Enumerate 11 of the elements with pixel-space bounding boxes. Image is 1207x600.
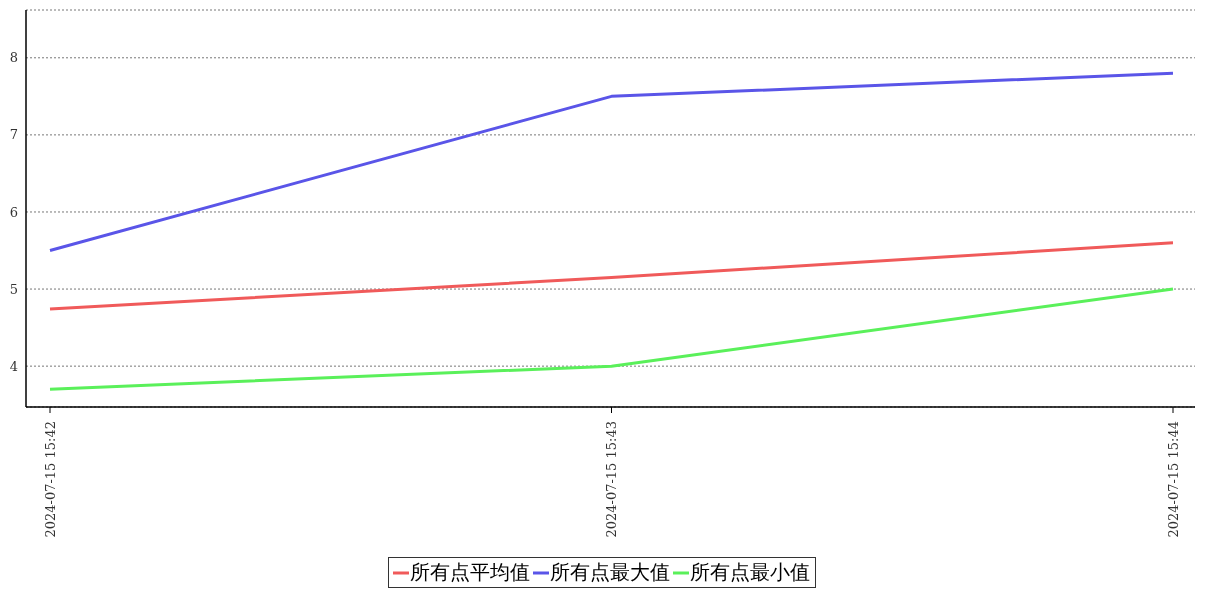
y-tick-label: 4 — [9, 358, 18, 374]
legend-label: 所有点最小值 — [689, 559, 810, 586]
y-tick-label: 5 — [9, 281, 18, 297]
x-tick-label: 2024-07-15 15:42 — [42, 421, 58, 538]
y-tick-label: 6 — [9, 204, 18, 220]
legend-label: 所有点平均值 — [409, 559, 530, 586]
legend-label: 所有点最大值 — [549, 559, 670, 586]
x-tick-label: 2024-07-15 15:44 — [1165, 421, 1181, 538]
y-tick-label: 7 — [9, 127, 18, 143]
y-tick-label: 8 — [9, 50, 18, 66]
x-tick-label: 2024-07-15 15:43 — [604, 421, 619, 538]
